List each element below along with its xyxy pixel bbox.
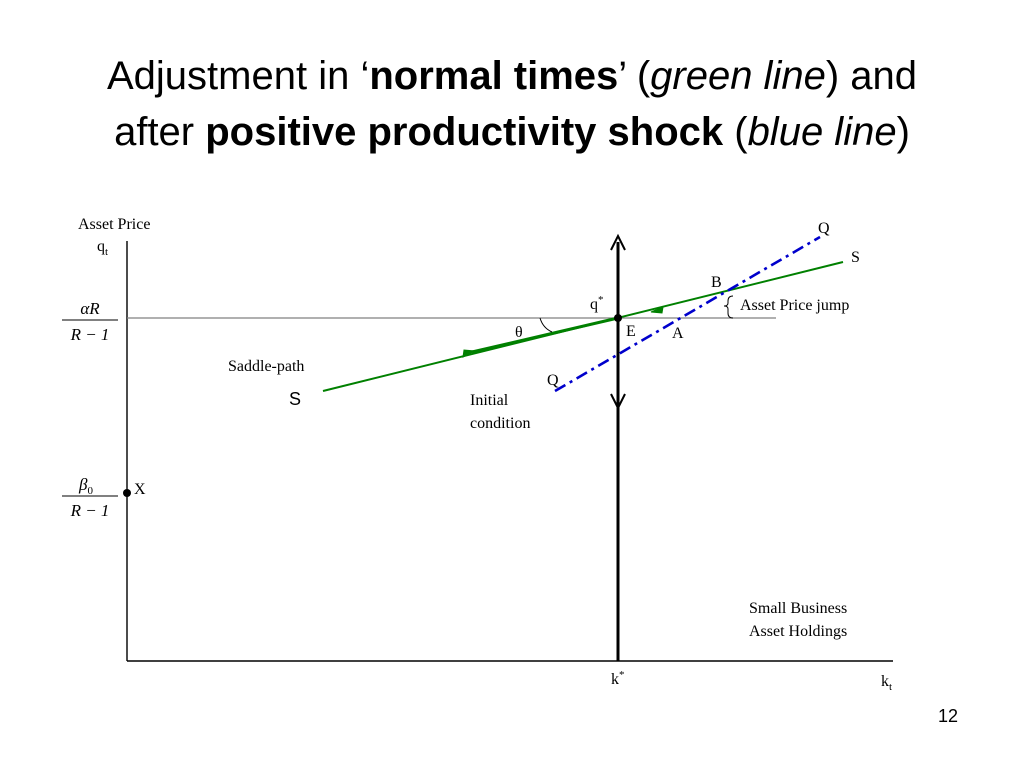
saddle-arrow-lower-icon (462, 349, 477, 358)
saddle-path-label: Saddle-path (228, 358, 304, 375)
title-text: Adjustment in ‘ (106, 54, 370, 98)
level-low-numerator: β0 (78, 475, 93, 497)
point-x-label: X (134, 481, 146, 498)
title-bold-normal-times: normal times (369, 54, 619, 98)
saddle-arrow-upper-icon (650, 306, 664, 314)
shock-line-q (554, 235, 821, 393)
saddle-path-thick-segment (471, 316, 619, 354)
s-lower-label: S (289, 389, 301, 409)
point-a-label: A (672, 325, 684, 342)
down-arrow-icon (610, 393, 626, 411)
title-line-1: Adjustment in ‘normal times’ (green line… (0, 48, 1024, 104)
s-upper-label: S (851, 249, 860, 266)
level-high-numerator: αR (80, 299, 100, 318)
k-star-label: k* (611, 669, 625, 688)
up-arrow-icon (610, 233, 626, 251)
point-e-label: E (626, 323, 636, 340)
asset-price-jump-label: Asset Price jump (740, 297, 849, 314)
initial-condition-line2: condition (470, 415, 530, 432)
x-axis-var: kt (881, 673, 892, 693)
x-axis-title-line2: Asset Holdings (749, 623, 847, 640)
point-e-dot (614, 314, 622, 322)
q-upper-label: Q (818, 220, 830, 237)
title-line-2: after positive productivity shock (blue … (0, 104, 1024, 160)
title-text: after (114, 110, 206, 154)
title-italic-blue-line: blue line (747, 110, 897, 154)
page-number: 12 (938, 706, 959, 726)
initial-condition-line1: Initial (470, 392, 509, 409)
title-italic-green-line: green line (650, 54, 826, 98)
point-x-dot (123, 489, 131, 497)
level-high-denominator: R − 1 (70, 325, 110, 344)
q-star-label: q* (590, 294, 604, 313)
title-text: ) and (825, 54, 917, 98)
point-b-label: B (711, 274, 722, 291)
title-text: ’ ( (618, 54, 651, 98)
jump-brace (723, 295, 734, 319)
y-axis-var: qt (97, 238, 108, 258)
title-text: ( (723, 110, 748, 154)
x-axis-title-line1: Small Business (749, 600, 847, 617)
slide-title: Adjustment in ‘normal times’ (green line… (0, 48, 1024, 160)
q-lower-label: Q (547, 372, 559, 389)
title-bold-productivity-shock: positive productivity shock (205, 110, 724, 154)
title-text: ) (896, 110, 910, 154)
level-low-denominator: R − 1 (70, 501, 110, 520)
y-axis-title: Asset Price (78, 216, 150, 233)
theta-arc (539, 317, 553, 333)
theta-label: θ (515, 324, 523, 341)
